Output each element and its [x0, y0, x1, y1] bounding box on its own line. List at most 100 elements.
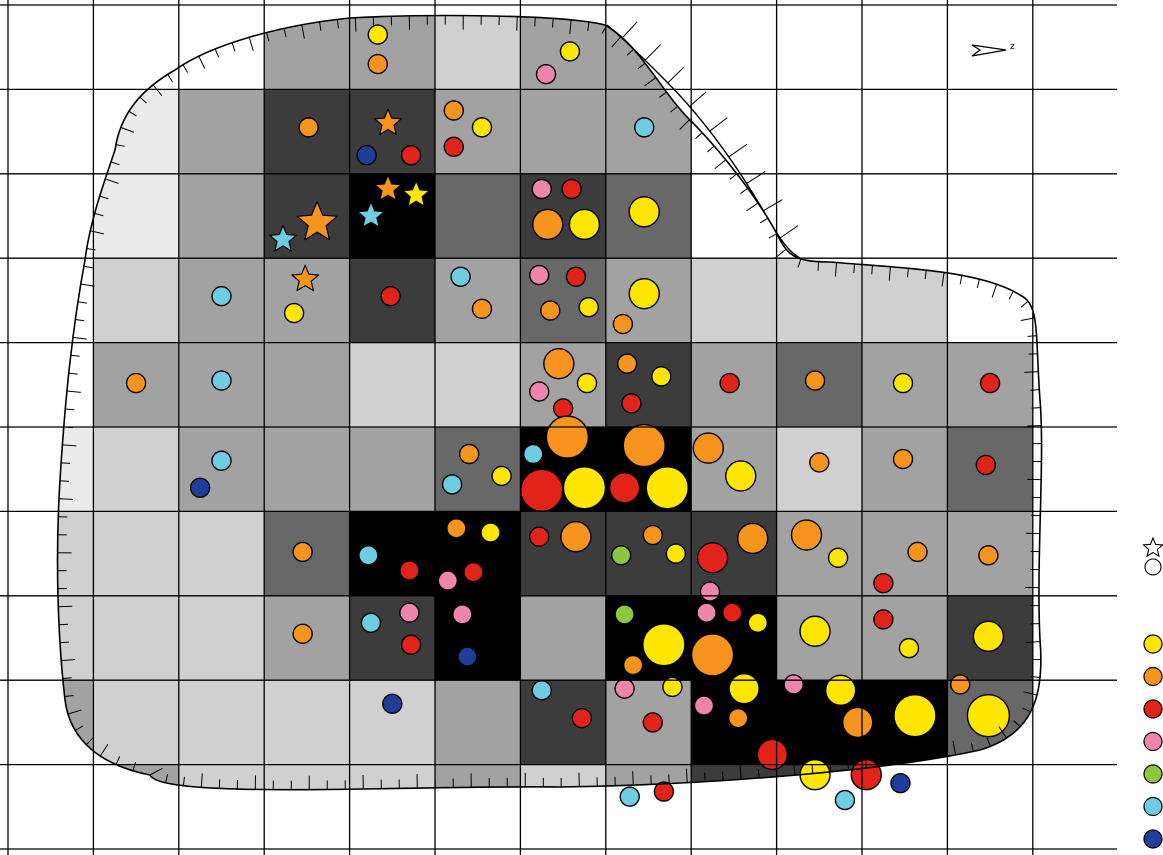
- find-circle: [873, 572, 894, 594]
- find-circle: [292, 541, 313, 563]
- hachure-tick: [817, 261, 820, 271]
- hachure-tick: [740, 187, 749, 194]
- grid-cell: [435, 15, 521, 90]
- hachure-tick: [864, 758, 868, 768]
- find-circle: [978, 545, 999, 566]
- find-circle: [463, 561, 484, 583]
- find-circle: [560, 521, 592, 553]
- hachure-tick: [1030, 389, 1040, 391]
- find-circle: [979, 372, 1001, 394]
- find-circle: [756, 738, 789, 771]
- grid-cell: [520, 764, 606, 790]
- find-circle: [367, 53, 388, 75]
- hachure-tick: [739, 765, 742, 780]
- find-circle: [608, 472, 641, 504]
- find-circle: [528, 381, 550, 402]
- hachure-tick: [516, 16, 518, 31]
- hachure-tick: [68, 372, 78, 375]
- find-circle: [535, 64, 557, 85]
- find-circle: [457, 646, 478, 667]
- find-circle: [292, 623, 313, 644]
- hachure-tick: [632, 771, 634, 786]
- hachure-tick: [846, 755, 850, 770]
- hachure-tick: [70, 354, 80, 357]
- grid-cell: [178, 173, 265, 259]
- grid-cell: [520, 511, 606, 596]
- hachure-tick: [746, 202, 759, 212]
- find-circle: [211, 285, 232, 307]
- hachure-tick: [991, 284, 998, 298]
- find-star: [291, 264, 320, 292]
- find-circle: [827, 547, 849, 569]
- find-circle: [437, 570, 459, 591]
- hachure-tick: [266, 32, 270, 42]
- find-circle: [834, 789, 856, 811]
- find-circle: [189, 477, 211, 498]
- grid-cell: [520, 595, 606, 681]
- hachure-tick: [587, 21, 590, 32]
- grid-cell: [605, 342, 692, 427]
- hachure-tick: [149, 768, 163, 776]
- hachure-tick: [768, 233, 778, 239]
- hachure-tick: [1027, 335, 1037, 337]
- legend-swatch: [1143, 666, 1163, 687]
- find-circle: [653, 781, 675, 802]
- find-circle: [622, 654, 644, 676]
- find-circle: [211, 370, 232, 391]
- hachure-tick: [659, 91, 667, 98]
- find-circle: [890, 772, 911, 794]
- grid-cell: [862, 427, 948, 512]
- find-circle: [628, 277, 660, 310]
- grid-cell: [349, 764, 435, 790]
- find-circle: [528, 264, 550, 286]
- hachure-tick: [644, 77, 657, 87]
- find-circle: [360, 612, 382, 634]
- hachure-tick: [62, 677, 72, 680]
- find-circle: [634, 117, 655, 138]
- hachure-tick: [670, 105, 678, 113]
- hachure-tick: [128, 110, 137, 117]
- find-circle: [532, 208, 564, 241]
- hachure-tick: [105, 178, 119, 184]
- find-circle: [382, 693, 403, 715]
- grid-cell: [349, 342, 435, 427]
- hachure-tick: [759, 217, 769, 224]
- hachure-tick: [763, 199, 783, 212]
- find-circle: [642, 524, 663, 546]
- find-circle: [783, 674, 804, 695]
- grid-cell: [691, 258, 777, 343]
- grid-cell: [776, 258, 862, 343]
- legend-swatch: [1143, 829, 1163, 849]
- hachure-tick: [959, 275, 963, 285]
- find-circle: [380, 285, 401, 307]
- find-circle: [450, 266, 471, 287]
- find-circle: [614, 604, 635, 625]
- hachure-tick: [728, 143, 748, 158]
- hachure-tick: [167, 74, 173, 83]
- grid-cell: [178, 511, 265, 596]
- hachure-tick: [621, 21, 638, 39]
- find-circle: [621, 393, 642, 414]
- hachure-tick: [722, 771, 724, 781]
- grid-cell: [57, 595, 94, 681]
- grid-cell: [178, 595, 265, 681]
- find-circle: [452, 604, 473, 625]
- hachure-tick: [853, 263, 855, 273]
- hachure-tick: [115, 756, 121, 765]
- find-circle: [809, 452, 830, 473]
- hachure-tick: [952, 741, 957, 756]
- grid-cell: [947, 764, 1033, 790]
- hachure-tick: [85, 737, 93, 746]
- hachure-tick: [986, 737, 991, 747]
- hachure-tick: [941, 272, 945, 287]
- hachure-tick: [72, 336, 87, 340]
- find-circle: [523, 443, 544, 465]
- hachure-tick: [704, 772, 706, 782]
- find-circle: [892, 372, 914, 394]
- find-star: [374, 174, 402, 201]
- grid-cell: [349, 15, 435, 90]
- find-circle: [873, 609, 894, 630]
- find-circle: [692, 432, 724, 464]
- grid-cell: [435, 680, 521, 765]
